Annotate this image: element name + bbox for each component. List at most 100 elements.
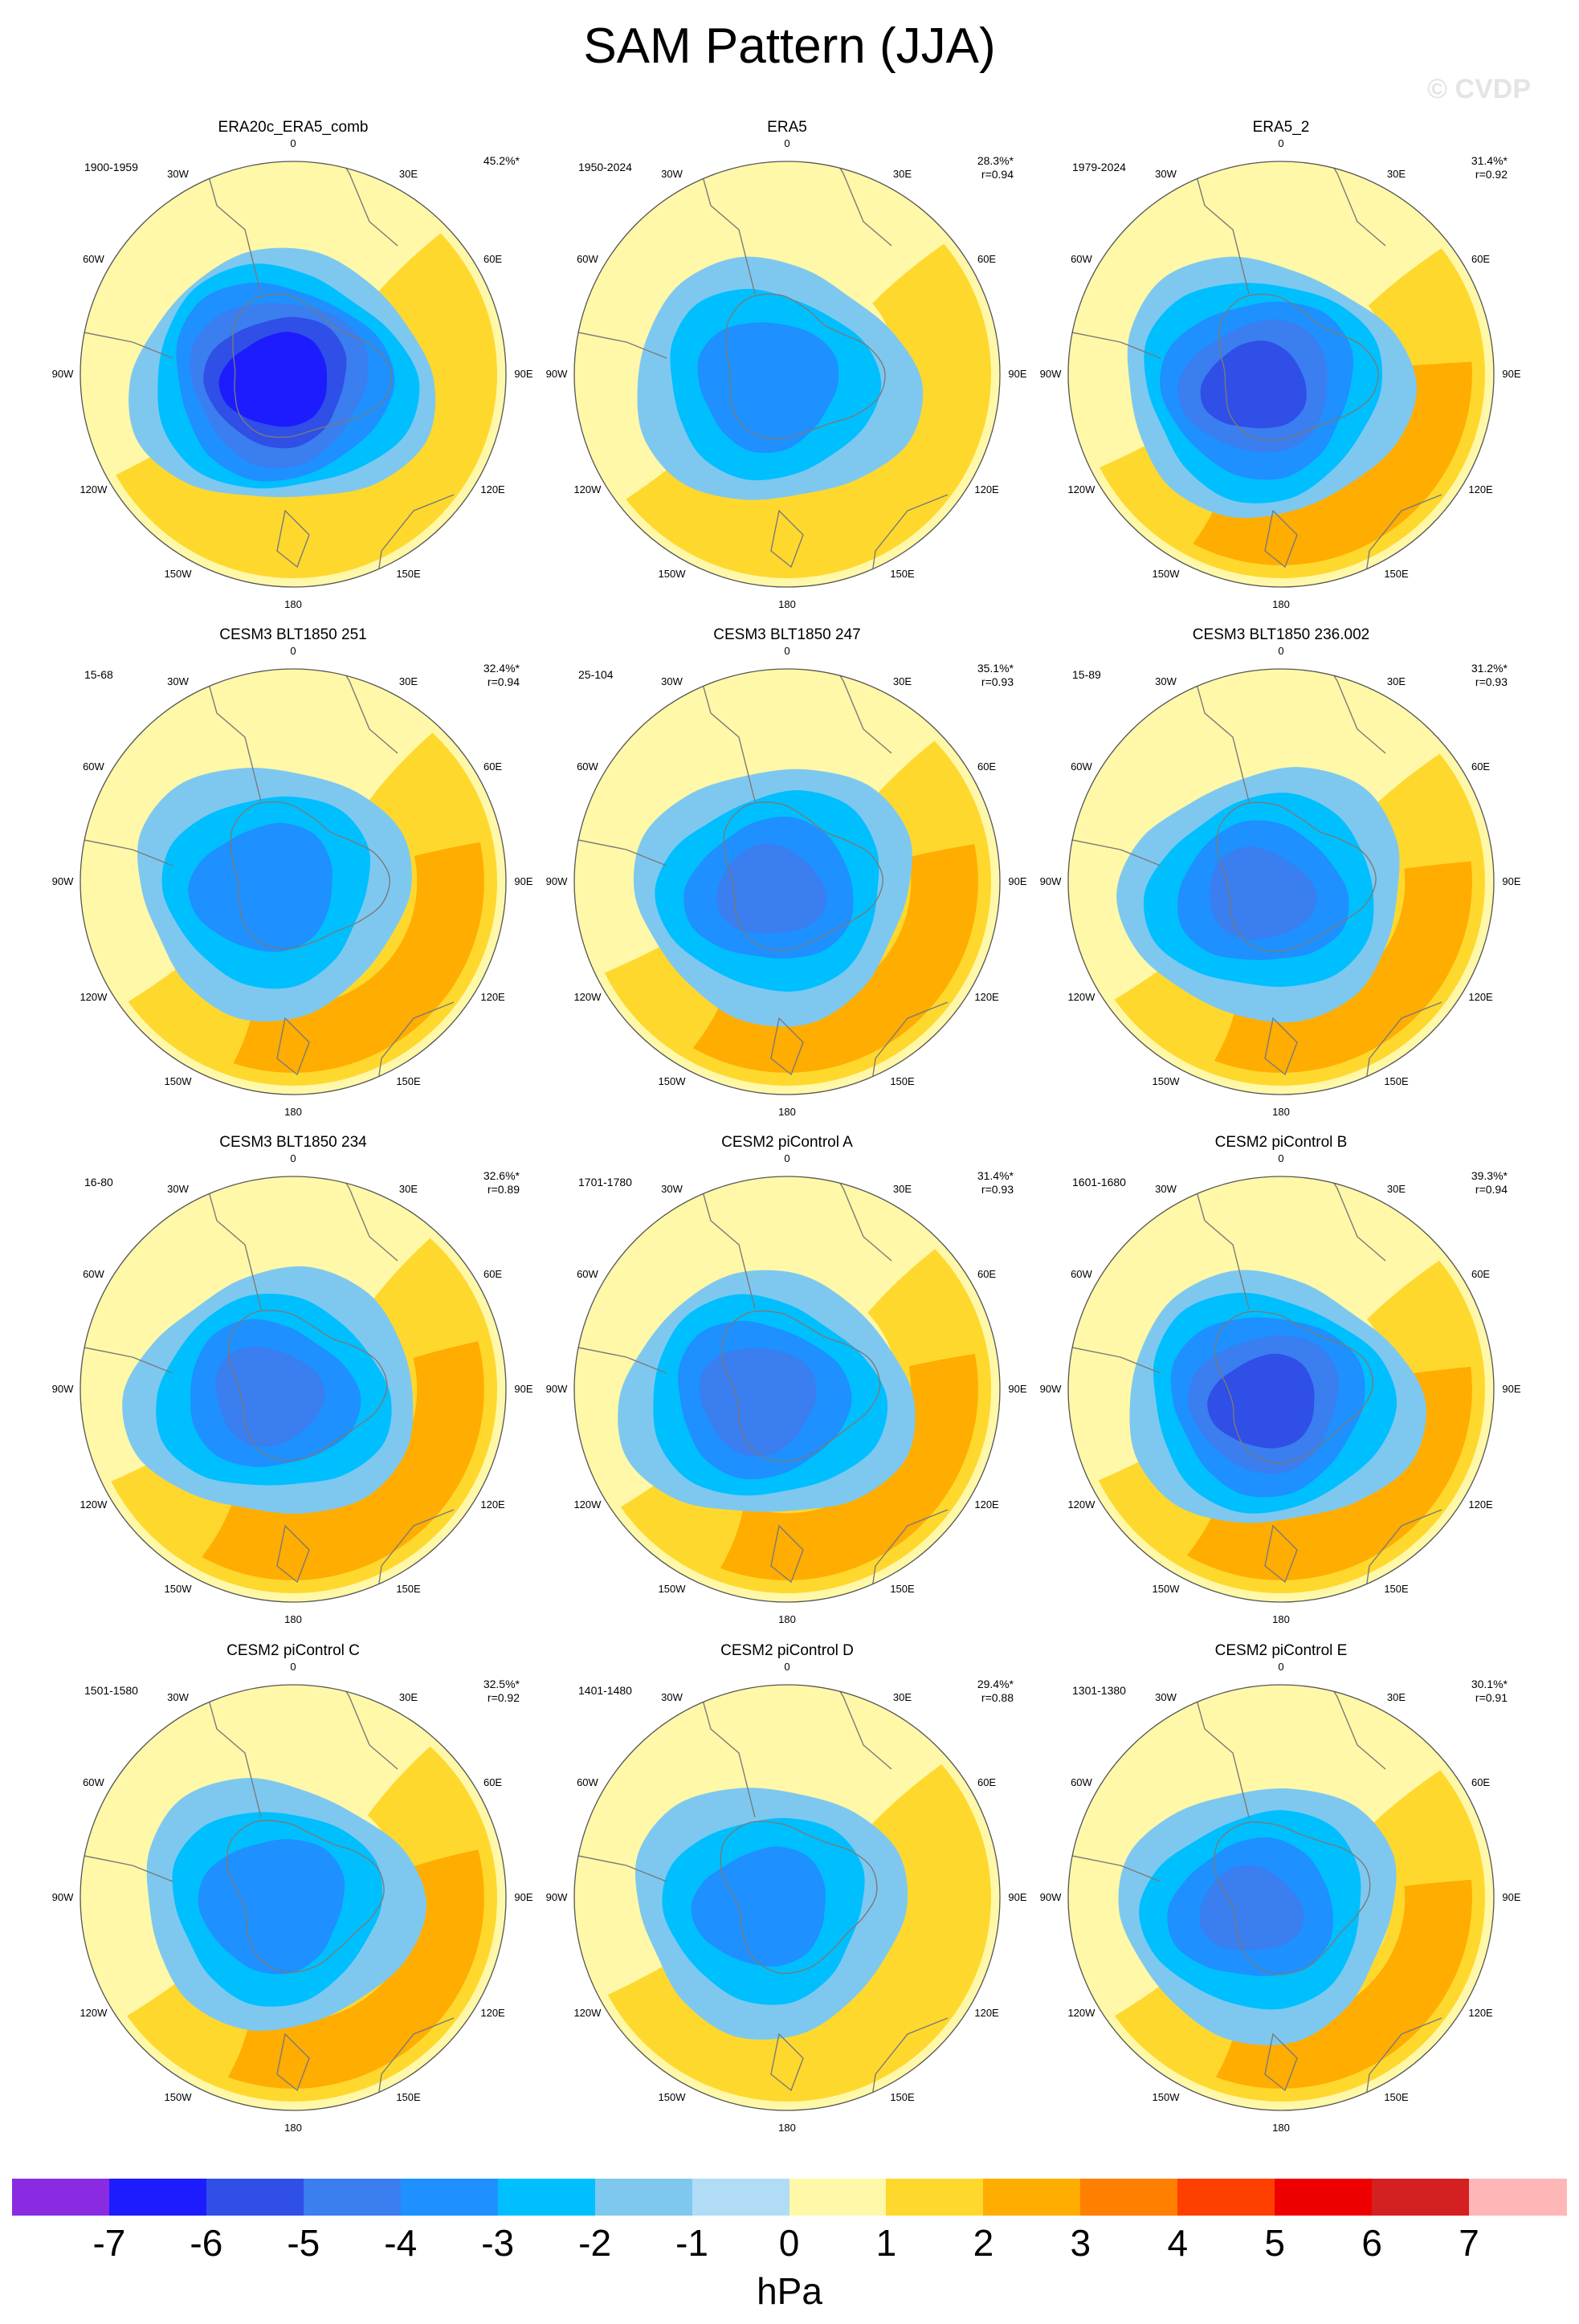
longitude-label: 120W <box>80 2006 108 2019</box>
longitude-label: 60W <box>577 1267 598 1280</box>
explained-variance: 35.1%* <box>977 662 1014 675</box>
longitude-label: 150E <box>1384 1074 1409 1087</box>
longitude-label: 0 <box>290 137 296 149</box>
longitude-label: 60E <box>977 1267 997 1280</box>
coastline <box>80 1340 173 1374</box>
longitude-label: 90E <box>1502 1891 1521 1903</box>
longitude-label: 0 <box>784 1152 790 1164</box>
longitude-label: 180 <box>778 2122 796 2134</box>
longitude-label: 0 <box>290 645 296 657</box>
longitude-label: 30E <box>892 1183 912 1196</box>
explained-variance: 31.4%* <box>1471 154 1508 167</box>
panel-period: 1301-1380 <box>1072 1684 1126 1697</box>
longitude-label: 30W <box>1155 1691 1177 1704</box>
longitude-label: 120W <box>1067 483 1096 495</box>
longitude-label: 150W <box>1152 1074 1180 1087</box>
antarctica-coastline <box>720 1820 878 1975</box>
colorbar-tick-label: 1 <box>875 2222 897 2264</box>
panel-title: CESM2 piControl C <box>226 1642 360 1659</box>
longitude-label: 120E <box>480 990 505 1003</box>
longitude-label: 90W <box>545 1891 568 1903</box>
longitude-label: 150E <box>890 567 915 580</box>
colorbar-swatch <box>789 2179 887 2216</box>
longitude-label: 180 <box>1272 1106 1290 1118</box>
longitude-label: 120W <box>1067 990 1096 1003</box>
longitude-label: 0 <box>784 137 790 149</box>
page-title: SAM Pattern (JJA) <box>583 18 996 74</box>
contour-negative <box>691 1846 826 1967</box>
longitude-label: 30E <box>398 675 418 688</box>
longitude-label: 30W <box>1155 168 1177 181</box>
longitude-label: 180 <box>284 598 302 610</box>
longitude-label: 30E <box>892 1691 912 1704</box>
colorbar-tick-label: 4 <box>1167 2222 1189 2264</box>
colorbar-tick-label: 2 <box>973 2222 994 2264</box>
explained-variance: 28.3%* <box>977 154 1014 167</box>
longitude-label: 150E <box>1384 1582 1409 1595</box>
longitude-label: 90W <box>51 1383 74 1395</box>
panel-title: CESM2 piControl A <box>721 1134 853 1151</box>
pattern-correlation: r=0.94 <box>1475 1183 1508 1196</box>
colorbar-tick-label: 3 <box>1070 2222 1091 2264</box>
longitude-label: 120E <box>974 2006 999 2019</box>
panel-stats: 32.4%* r=0.94 <box>483 662 520 689</box>
colorbar <box>12 2179 1567 2216</box>
colorbar-swatch <box>497 2179 596 2216</box>
globe-border <box>80 668 507 1095</box>
colorbar-swatch <box>1275 2179 1373 2216</box>
colorbar-swatch <box>303 2179 402 2216</box>
longitude-label: 90E <box>1502 1383 1521 1395</box>
longitude-label: 60W <box>1071 760 1092 773</box>
panel-title: CESM3 BLT1850 234 <box>219 1134 367 1151</box>
polar-map <box>573 1176 1001 1603</box>
coastline <box>574 1849 667 1882</box>
longitude-label: 30W <box>661 168 683 181</box>
longitude-label: 30W <box>167 1183 189 1196</box>
colorbar-tick-label: 0 <box>778 2222 800 2264</box>
longitude-label: 60E <box>483 1776 503 1788</box>
longitude-label: 120E <box>480 2006 505 2019</box>
longitude-label: 0 <box>784 645 790 657</box>
longitude-label: 90E <box>1008 875 1027 887</box>
longitude-label: 120E <box>1468 483 1493 495</box>
globe-border <box>80 161 507 588</box>
longitude-label: 30W <box>167 168 189 181</box>
longitude-label: 90W <box>1039 368 1062 380</box>
contour-negative <box>1207 1353 1315 1449</box>
coastline <box>1068 833 1161 866</box>
contour-negative <box>1210 846 1317 940</box>
globe-border <box>573 1684 1001 2111</box>
coastline <box>818 669 892 754</box>
longitude-label: 150E <box>1384 567 1409 580</box>
colorbar-swatch <box>1080 2179 1178 2216</box>
coastline <box>1068 325 1161 359</box>
longitude-label: 120W <box>80 1498 108 1511</box>
polar-map <box>80 1684 507 2111</box>
longitude-label: 90W <box>1039 1383 1062 1395</box>
globe-border <box>80 1176 507 1603</box>
longitude-label: 120E <box>974 1498 999 1511</box>
contour-negative <box>198 1839 345 1975</box>
longitude-label: 180 <box>778 1613 796 1625</box>
longitude-label: 120E <box>1468 990 1493 1003</box>
longitude-label: 60W <box>83 252 104 265</box>
map-panel: CESM2 piControl B 1601-1680 39.3%* r=0.94 0 3… <box>1032 1134 1530 1632</box>
panel-period: 1401-1480 <box>578 1684 632 1697</box>
longitude-label: 180 <box>284 2122 302 2134</box>
longitude-label: 120E <box>1468 2006 1493 2019</box>
panel-stats: 30.1%* r=0.91 <box>1471 1678 1508 1705</box>
longitude-label: 150E <box>396 2090 421 2103</box>
polar-map <box>573 668 1001 1095</box>
longitude-label: 60W <box>1071 1776 1092 1788</box>
map-panel: CESM2 piControl E 1301-1380 30.1%* r=0.91 0 3… <box>1032 1642 1530 2140</box>
coastline <box>818 161 892 247</box>
pattern-correlation: r=0.88 <box>981 1691 1014 1704</box>
explained-variance: 45.2%* <box>483 154 520 167</box>
longitude-label: 120W <box>573 1498 602 1511</box>
pattern-correlation: r=0.94 <box>487 675 520 688</box>
longitude-label: 150W <box>164 1074 192 1087</box>
coastline <box>324 1176 398 1262</box>
longitude-label: 90W <box>51 1891 74 1903</box>
longitude-label: 150W <box>164 1582 192 1595</box>
coastline <box>276 1017 310 1076</box>
